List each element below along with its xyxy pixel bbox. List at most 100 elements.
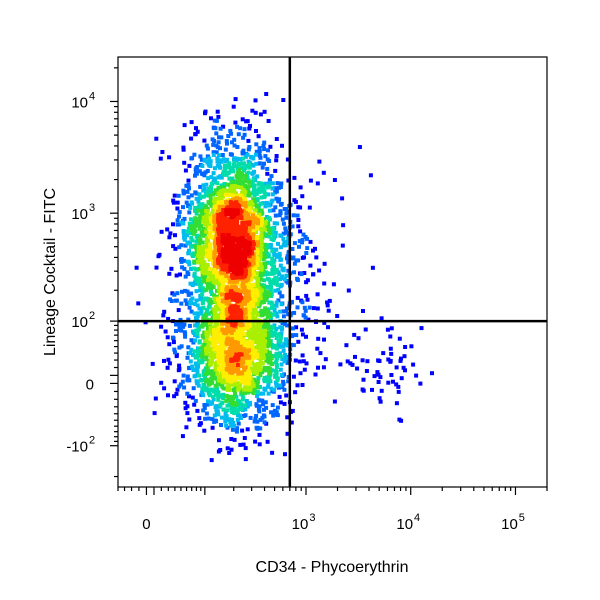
- event-point: [266, 379, 271, 384]
- event-point: [197, 266, 202, 271]
- event-point: [243, 154, 248, 159]
- event-point: [185, 355, 190, 360]
- event-point: [232, 265, 237, 270]
- event-point: [285, 306, 289, 311]
- event-point: [234, 349, 239, 354]
- event-point: [386, 380, 391, 385]
- event-point: [301, 313, 306, 318]
- event-point: [204, 182, 209, 187]
- event-point: [241, 224, 245, 229]
- event-point: [243, 272, 248, 276]
- event-point: [257, 371, 262, 376]
- event-point: [243, 278, 248, 283]
- event-point: [254, 275, 259, 280]
- event-point: [270, 186, 275, 191]
- event-point: [251, 246, 256, 251]
- event-point: [187, 262, 192, 267]
- event-point: [296, 205, 301, 210]
- event-point: [239, 193, 244, 198]
- event-point: [250, 180, 255, 185]
- event-point: [216, 209, 221, 214]
- event-point: [255, 355, 260, 359]
- event-point: [194, 289, 199, 294]
- event-point: [194, 239, 199, 244]
- event-point: [252, 187, 257, 191]
- event-point: [159, 229, 164, 234]
- event-point: [174, 391, 179, 396]
- event-point: [255, 383, 260, 388]
- event-point: [234, 305, 239, 310]
- event-point: [202, 157, 207, 162]
- event-point: [238, 304, 243, 309]
- event-point: [399, 376, 404, 381]
- event-point: [224, 238, 229, 242]
- event-point: [216, 197, 221, 202]
- event-point: [214, 118, 219, 123]
- event-point: [315, 346, 320, 351]
- event-point: [268, 271, 273, 276]
- event-point: [220, 252, 225, 257]
- event-point: [220, 233, 225, 238]
- event-point: [241, 313, 246, 318]
- event-point: [237, 298, 242, 303]
- event-point: [308, 263, 313, 268]
- event-point: [232, 184, 237, 189]
- event-point: [379, 388, 384, 393]
- event-point: [305, 278, 310, 283]
- event-point: [237, 168, 241, 173]
- event-point: [259, 266, 263, 271]
- event-point: [263, 181, 268, 186]
- event-point: [237, 174, 242, 178]
- event-point: [210, 373, 215, 377]
- event-point: [206, 399, 211, 404]
- event-point: [282, 359, 287, 364]
- event-point: [240, 349, 244, 354]
- event-point: [152, 411, 157, 416]
- event-point: [209, 116, 213, 121]
- event-point: [205, 402, 210, 407]
- event-point: [331, 282, 336, 287]
- event-point: [226, 251, 231, 256]
- event-point: [246, 378, 251, 383]
- event-point: [361, 309, 365, 313]
- event-point: [229, 152, 234, 157]
- event-point: [259, 195, 264, 200]
- event-point: [201, 316, 206, 321]
- event-point: [308, 239, 313, 244]
- event-point: [216, 397, 221, 402]
- event-point: [274, 326, 279, 331]
- event-point: [226, 217, 231, 222]
- event-point: [260, 415, 265, 420]
- event-point: [300, 240, 304, 245]
- y-tick-label: 0: [86, 376, 94, 393]
- x-tick-label: 10 3: [292, 512, 316, 533]
- event-point: [274, 380, 278, 385]
- event-point: [238, 374, 243, 379]
- event-point: [228, 169, 233, 174]
- event-point: [212, 176, 217, 181]
- event-point: [192, 349, 197, 354]
- event-point: [259, 339, 264, 344]
- event-point: [273, 230, 278, 235]
- event-point: [205, 248, 209, 253]
- event-point: [222, 166, 227, 171]
- event-point: [205, 160, 210, 165]
- event-point: [223, 219, 228, 224]
- event-point: [259, 182, 264, 187]
- event-point: [414, 373, 419, 378]
- event-point: [211, 279, 216, 284]
- event-point: [238, 333, 243, 338]
- event-point: [254, 325, 259, 330]
- event-point: [234, 215, 239, 219]
- event-point: [220, 321, 225, 326]
- event-point: [307, 205, 312, 210]
- event-point: [211, 285, 216, 290]
- event-point: [191, 221, 196, 226]
- event-point: [275, 376, 280, 381]
- event-point: [217, 248, 221, 253]
- event-point: [259, 233, 264, 238]
- event-point: [200, 256, 205, 261]
- event-point: [204, 229, 209, 234]
- event-point: [221, 407, 226, 412]
- event-point: [391, 379, 395, 384]
